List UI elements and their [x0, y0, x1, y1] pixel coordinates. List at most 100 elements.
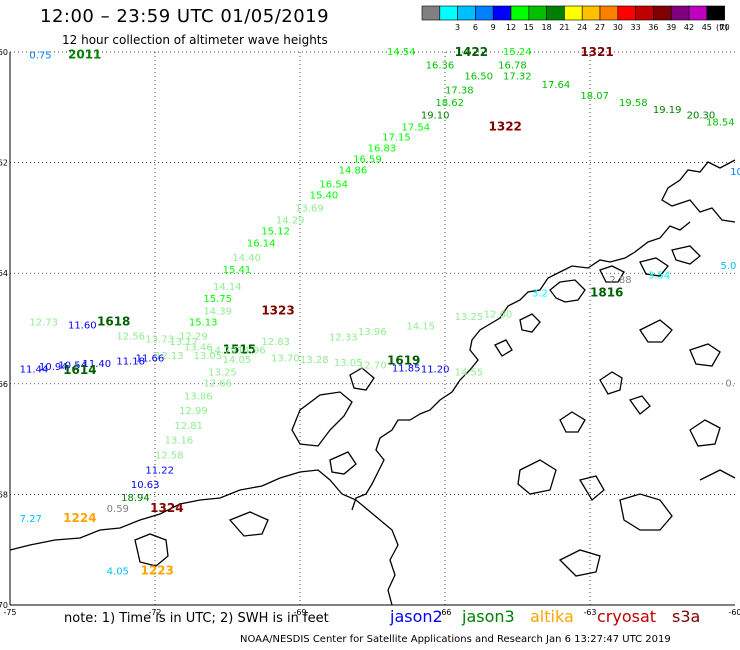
- wave-height-value: 12.29: [179, 332, 208, 343]
- wave-height-value: 0.59: [107, 504, 129, 515]
- legend-tick-label: 39: [666, 23, 676, 32]
- track-time-label: 1224: [63, 511, 96, 525]
- wave-height-value: 14.14: [213, 282, 242, 293]
- wave-height-value: 11.66: [136, 354, 165, 365]
- legend-swatch: [546, 5, 565, 21]
- legend-swatch: [617, 5, 636, 21]
- legend-swatch: [653, 5, 672, 21]
- wave-height-value: 0.75: [29, 51, 51, 62]
- wave-height-value: 12.81: [174, 421, 203, 432]
- legend-swatch: [421, 5, 441, 21]
- wave-height-value: 15.13: [189, 318, 218, 329]
- graticule-lines: [10, 51, 735, 605]
- wave-height-value: 13.69: [295, 203, 324, 214]
- wave-height-value: 14.29: [276, 215, 305, 226]
- wave-height-value: 16.78: [498, 61, 527, 72]
- wave-height-value: 19.19: [653, 105, 682, 116]
- color-legend: 3 6 9 12 15 18 21 24 27 30 33 36 39 42 45 70(ft): [421, 5, 730, 32]
- wave-height-value: 18.94: [121, 493, 150, 504]
- wave-height-value: 15.40: [310, 191, 339, 202]
- wave-height-value: 15.24: [503, 47, 532, 58]
- wave-height-value: 13.17: [170, 337, 199, 348]
- wave-height-value: 11.20: [421, 365, 450, 376]
- wave-height-value: 14.96: [237, 345, 266, 356]
- wave-height-value: 11.85: [392, 364, 421, 375]
- wave-height-value: 13.16: [165, 436, 194, 447]
- lat-tick-label: -68: [0, 490, 8, 499]
- footer-note: note: 1) Time is in UTC; 2) SWH is in fe…: [64, 611, 329, 626]
- wave-height-value: 13.86: [184, 391, 213, 402]
- wave-height-value: 13.05: [194, 351, 223, 362]
- wave-height-value: 15.12: [261, 226, 290, 237]
- wave-height-value: 2.88: [609, 275, 631, 286]
- legend-swatch: [528, 5, 547, 21]
- coastline: [9, 159, 736, 606]
- legend-swatch: [439, 5, 458, 21]
- lat-tick-label: -70: [0, 601, 8, 610]
- legend-swatch: [635, 5, 654, 21]
- wave-height-value: 11.18: [116, 356, 145, 367]
- track-time-label: 1614: [63, 363, 96, 377]
- legend-swatch: [599, 5, 619, 21]
- legend-swatch: [492, 5, 512, 21]
- track-time-label: 1515: [223, 342, 256, 356]
- legend-tick-label: 12: [506, 23, 516, 32]
- wave-height-value: 12.83: [261, 337, 290, 348]
- wave-height-value: 15.41: [223, 265, 252, 276]
- wave-height-value: 7.27: [20, 514, 42, 525]
- lon-tick-label: -69: [293, 608, 306, 617]
- wave-height-value: 0.: [725, 379, 735, 390]
- track-time-label: 1619: [387, 353, 420, 367]
- legend-tick-label: 15: [524, 23, 534, 32]
- track-time-label: 1223: [141, 564, 174, 578]
- track-time-label: 1323: [261, 304, 294, 318]
- wave-height-value: 11.60: [68, 321, 97, 332]
- wave-height-value: 12.73: [29, 318, 58, 329]
- lat-tick-label: -66: [0, 380, 8, 389]
- wave-height-value: 12.66: [203, 379, 232, 390]
- legend-tick-label: 36: [648, 23, 658, 32]
- legend-tick-label: 45: [702, 23, 712, 32]
- lon-tick-label: -66: [438, 608, 451, 617]
- wave-height-value: 12.13: [155, 351, 184, 362]
- wave-height-value: 13.96: [358, 327, 387, 338]
- wave-height-value: 14.54: [387, 47, 416, 58]
- legend-tick-label: 18: [542, 23, 552, 32]
- legend-altika: altika: [530, 607, 574, 626]
- lon-tick-label: -63: [583, 608, 596, 617]
- wave-height-value: 17.38: [445, 85, 474, 96]
- legend-cryosat: cryosat: [597, 607, 657, 626]
- wave-height-value: 16.50: [464, 72, 493, 83]
- lat-tick-label: -64: [0, 269, 8, 278]
- wave-height-value: 17.15: [382, 132, 411, 143]
- legend-swatch: [457, 5, 476, 21]
- track-time-label: 1422: [455, 45, 488, 59]
- legend-swatch: [688, 5, 708, 21]
- wave-height-value: 3.54: [648, 271, 670, 282]
- wave-height-value: 14.39: [203, 307, 232, 318]
- wave-height-value: 18.62: [435, 98, 464, 109]
- wave-height-value: 16.83: [368, 144, 397, 155]
- wave-height-value: 16.14: [247, 239, 276, 250]
- credit-line: NOAA/NESDIS Center for Satellite Applica…: [240, 634, 671, 645]
- wave-height-value: 13.05: [334, 358, 363, 369]
- wave-height-value: 14.79: [208, 345, 237, 356]
- legend-swatch: [475, 5, 494, 21]
- wave-height-value: 20.30: [687, 110, 716, 121]
- legend-tick-label: 21: [559, 23, 569, 32]
- wave-height-value: 14.15: [406, 322, 435, 333]
- wave-height-value: 19.58: [619, 98, 648, 109]
- wave-height-value: 13.28: [300, 355, 329, 366]
- lat-tick-label: -60: [0, 48, 8, 57]
- legend-tick-label: 24: [577, 23, 587, 32]
- legend-tick-label: 42: [684, 23, 694, 32]
- wave-height-value: 17.32: [503, 72, 532, 83]
- page-subtitle: 12 hour collection of altimeter wave hei…: [62, 33, 328, 47]
- track-time-label: 1322: [489, 120, 522, 134]
- wave-height-value: 10: [730, 167, 740, 178]
- wave-height-value: 15.75: [203, 294, 232, 305]
- wave-height-value: 19.10: [421, 110, 450, 121]
- legend-swatch: [510, 5, 530, 21]
- wave-height-labels: 0.75 2011 1422 1321 14.54 15.24 16.36 16.78 16.5…: [20, 45, 740, 578]
